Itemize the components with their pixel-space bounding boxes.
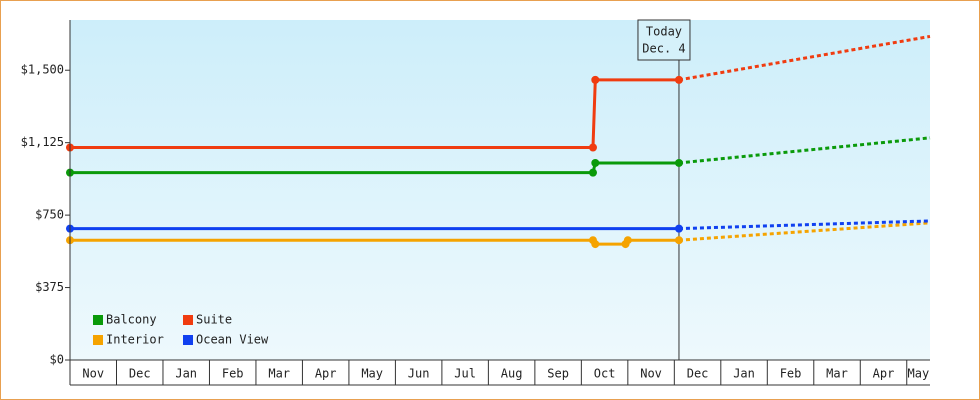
x-tick-label: Mar [268, 367, 290, 381]
y-tick-label: $0 [50, 353, 64, 367]
point [674, 75, 683, 84]
lines [66, 34, 931, 249]
y-tick-label: $375 [35, 280, 64, 294]
point [674, 158, 683, 167]
forecast-line [678, 136, 931, 165]
x-tick-label: Jul [454, 367, 476, 381]
legend-label: Suite [196, 313, 232, 327]
legend-swatch [93, 315, 103, 325]
x-tick-label: Feb [222, 367, 244, 381]
legend-label: Ocean View [196, 333, 269, 347]
point [591, 158, 600, 167]
legend-swatch [183, 335, 193, 345]
today-box [637, 19, 691, 61]
x-tick-label: Apr [315, 367, 337, 381]
legend-label: Balcony [106, 313, 157, 327]
point [591, 75, 600, 84]
x-tick-label: Jan [733, 367, 755, 381]
point [674, 236, 683, 245]
x-tick-label: Oct [594, 367, 616, 381]
x-tick-label: May [361, 367, 383, 381]
x-tick-label: Dec [129, 367, 151, 381]
point [623, 236, 632, 245]
x-tick-label: Nov [82, 367, 104, 381]
x-tick-label: Jan [175, 367, 197, 381]
point [674, 224, 683, 233]
x-tick-label: Jun [408, 367, 430, 381]
x-tick-label: May [908, 367, 930, 381]
series-line [70, 238, 679, 246]
x-tick-label: Feb [780, 367, 802, 381]
y-tick-label: $1,500 [21, 63, 64, 77]
legend-swatch [183, 315, 193, 325]
point [588, 168, 597, 177]
series-line [70, 161, 679, 175]
x-tick-label: Dec [687, 367, 709, 381]
legend-label: Interior [106, 333, 164, 347]
today-label: Today [646, 25, 682, 39]
y-tick-label: $1,125 [21, 135, 64, 149]
plot-area [70, 20, 930, 360]
point [588, 143, 597, 152]
forecast-line [678, 34, 931, 82]
point [591, 240, 600, 249]
x-tick-label: Nov [640, 367, 662, 381]
series-line [70, 78, 679, 149]
x-tick-label: Apr [873, 367, 895, 381]
axes: $0 $375 $750 $1,125 $1,500 Nov Dec Jan Feb Mar Apr… [21, 19, 930, 386]
x-tick-label: Sep [547, 367, 569, 381]
x-tick-label: Mar [826, 367, 848, 381]
today-date: Dec. 4 [642, 42, 685, 56]
legend-swatch [93, 335, 103, 345]
x-tick-label: Aug [501, 367, 523, 381]
y-tick-label: $750 [35, 208, 64, 222]
